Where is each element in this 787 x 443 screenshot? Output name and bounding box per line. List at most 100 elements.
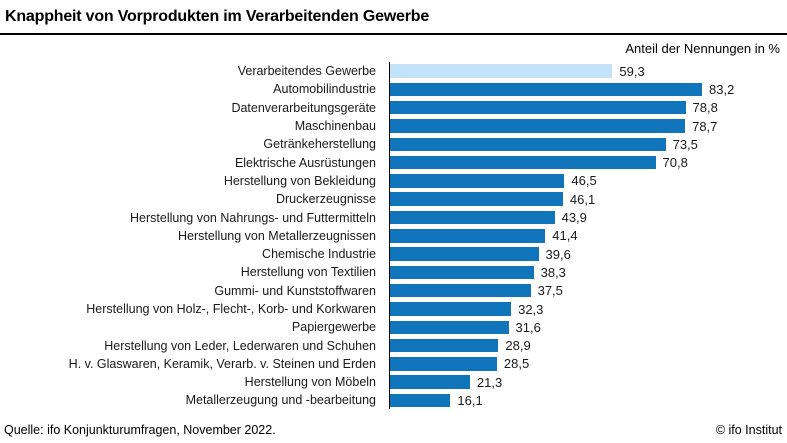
y-axis-line	[389, 62, 390, 409]
bar	[390, 155, 656, 170]
value-label: 70,8	[662, 155, 688, 171]
category-label: Herstellung von Möbeln	[244, 375, 376, 390]
value-label: 21,3	[476, 374, 503, 390]
bar	[390, 393, 451, 408]
chart-row: Herstellung von Holz-, Flecht-, Korb- un…	[0, 300, 787, 318]
bar	[390, 174, 565, 188]
chart-row: Herstellung von Metallerzeugnissen 41,4	[0, 227, 787, 245]
category-label: Elektrische Ausrüstungen	[234, 155, 376, 170]
chart-row: Druckerzeugnisse 46,1	[0, 190, 787, 208]
category-label: Getränkeherstellung	[263, 137, 376, 152]
value-label: 28,5	[503, 356, 530, 372]
chart-row: Getränkeherstellung 73,5	[0, 135, 787, 153]
category-label: Chemische Industrie	[262, 247, 376, 262]
chart-row: Herstellung von Textilien 38,3	[0, 263, 787, 281]
bar-track: 59,3	[390, 62, 787, 80]
bar	[390, 192, 563, 206]
credit-note: © ifo Institut	[715, 423, 782, 437]
bar	[390, 265, 534, 280]
chart-row: Herstellung von Nahrungs- und Futtermitt…	[0, 208, 787, 226]
value-label: 16,1	[457, 392, 483, 408]
bar-track: 38,3	[390, 263, 787, 281]
bar-track: 83,2	[390, 80, 787, 98]
bar-track: 32,3	[390, 300, 787, 318]
axis-caption: Anteil der Nennungen in %	[625, 41, 780, 56]
chart-row: Gummi- und Kunststoffwaren 37,5	[0, 282, 787, 300]
bar-track: 41,4	[390, 227, 787, 245]
value-label: 83,2	[709, 81, 735, 97]
bar-track: 43,9	[390, 208, 787, 226]
bar-track: 73,5	[390, 135, 787, 153]
chart-row: Chemische Industrie 39,6	[0, 245, 787, 263]
category-label: Herstellung von Holz-, Flecht-, Korb- un…	[86, 302, 376, 316]
value-label: 32,3	[518, 301, 544, 317]
chart-row: Metallerzeugung und -bearbeitung 16,1	[0, 391, 787, 409]
value-label: 46,1	[569, 191, 596, 207]
bar-track: 28,9	[390, 336, 787, 354]
category-label: Druckerzeugnisse	[275, 192, 376, 207]
value-label: 41,4	[552, 228, 578, 244]
category-label: Herstellung von Textilien	[240, 265, 376, 280]
bar	[390, 137, 666, 152]
bar	[390, 283, 531, 298]
chart-row: Herstellung von Leder, Lederwaren und Sc…	[0, 336, 787, 354]
bar	[390, 229, 546, 243]
category-label: Papiergewerbe	[291, 320, 376, 335]
bar	[390, 82, 702, 97]
category-label: Gummi- und Kunststoffwaren	[214, 283, 376, 298]
value-label: 78,7	[692, 118, 718, 134]
bar	[390, 247, 539, 261]
category-label: Metallerzeugung und -bearbeitung	[185, 393, 376, 408]
value-label: 31,6	[515, 319, 541, 335]
chart-row: Automobilindustrie 83,2	[0, 80, 787, 98]
bar-track: 16,1	[390, 391, 787, 409]
category-label: Maschinenbau	[294, 119, 376, 134]
category-label: Datenverarbeitungsgeräte	[231, 100, 376, 115]
chart-row: Papiergewerbe 31,6	[0, 318, 787, 336]
bar	[390, 100, 686, 115]
bar-track: 37,5	[390, 282, 787, 300]
value-label: 43,9	[561, 210, 587, 226]
chart-title: Knappheit von Vorprodukten im Verarbeite…	[5, 8, 430, 25]
value-label: 37,5	[537, 283, 563, 299]
bar	[390, 119, 686, 133]
bar	[390, 357, 497, 371]
bar	[390, 320, 509, 335]
category-label: Verarbeitendes Gewerbe	[237, 64, 376, 79]
value-label: 39,6	[545, 246, 571, 262]
bar-track: 31,6	[390, 318, 787, 336]
chart-rows: Verarbeitendes Gewerbe 59,3 Automobilind…	[0, 62, 787, 410]
bar-track: 78,7	[390, 117, 787, 135]
value-label: 59,3	[619, 63, 645, 79]
chart-row: H. v. Glaswaren, Keramik, Verarb. v. Ste…	[0, 355, 787, 373]
bar	[390, 302, 512, 316]
bar	[390, 210, 555, 225]
bar	[390, 338, 499, 353]
bar-track: 21,3	[390, 373, 787, 391]
title-divider	[0, 33, 787, 35]
bar-track: 39,6	[390, 245, 787, 263]
chart-footer: Quelle: ifo Konjunkturumfragen, November…	[0, 415, 787, 443]
category-label: Automobilindustrie	[273, 82, 376, 97]
chart-row: Maschinenbau 78,7	[0, 117, 787, 135]
bar-track: 70,8	[390, 153, 787, 171]
chart-row: Elektrische Ausrüstungen 70,8	[0, 153, 787, 171]
category-label: Herstellung von Nahrungs- und Futtermitt…	[130, 210, 376, 225]
value-label: 38,3	[540, 264, 566, 280]
bar-chart: Verarbeitendes Gewerbe 59,3 Automobilind…	[0, 62, 787, 411]
bar	[390, 375, 470, 389]
chart-row: Herstellung von Möbeln 21,3	[0, 373, 787, 391]
bar	[390, 64, 613, 78]
bar-track: 78,8	[390, 99, 787, 117]
chart-header: Knappheit von Vorprodukten im Verarbeite…	[0, 0, 787, 35]
value-label: 46,5	[571, 173, 597, 189]
chart-row: Verarbeitendes Gewerbe 59,3	[0, 62, 787, 80]
category-label: H. v. Glaswaren, Keramik, Verarb. v. Ste…	[68, 356, 376, 371]
chart-row: Herstellung von Bekleidung 46,5	[0, 172, 787, 190]
chart-row: Datenverarbeitungsgeräte 78,8	[0, 99, 787, 117]
bar-track: 28,5	[390, 355, 787, 373]
category-label: Herstellung von Metallerzeugnissen	[177, 228, 376, 243]
value-label: 73,5	[672, 136, 698, 152]
category-label: Herstellung von Bekleidung	[223, 173, 376, 188]
